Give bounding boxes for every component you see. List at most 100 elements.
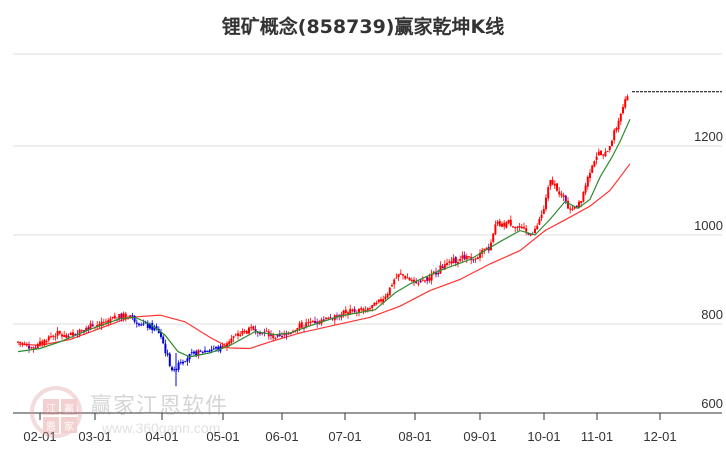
candle: [382, 299, 385, 303]
y-tick-label: 800: [701, 307, 723, 322]
candle: [336, 315, 338, 317]
candle: [107, 320, 110, 324]
candle: [186, 358, 189, 362]
candle: [465, 255, 468, 260]
candle: [133, 315, 136, 322]
x-tick-label: 08-01: [398, 429, 432, 444]
candle: [375, 302, 378, 305]
candle: [166, 353, 169, 355]
candle: [408, 278, 411, 281]
candle: [391, 285, 393, 287]
candle: [23, 343, 26, 345]
candle: [74, 333, 77, 335]
candle: [626, 96, 629, 101]
candle: [45, 341, 48, 343]
candle: [254, 329, 257, 332]
candle: [523, 226, 525, 229]
candle: [314, 320, 316, 323]
candle: [135, 322, 138, 324]
candle: [241, 330, 244, 335]
candle: [439, 265, 442, 274]
candle: [492, 233, 495, 242]
candle: [558, 191, 561, 195]
candle: [151, 322, 154, 330]
candle: [87, 327, 90, 330]
candle: [85, 327, 88, 332]
candle: [179, 362, 182, 364]
candle: [245, 330, 248, 334]
candle: [342, 310, 345, 316]
candle: [472, 259, 475, 261]
candle: [399, 273, 402, 275]
candle: [573, 206, 576, 209]
candle: [373, 302, 376, 306]
candle: [129, 315, 132, 319]
candle: [256, 332, 259, 334]
candle: [498, 220, 501, 227]
candle: [58, 330, 61, 334]
candle: [606, 151, 609, 153]
candle: [622, 107, 624, 114]
candle: [520, 226, 523, 229]
candle: [19, 341, 22, 344]
candle: [619, 113, 622, 122]
candle: [496, 221, 499, 224]
candle: [415, 280, 418, 284]
candle: [474, 258, 477, 260]
candle: [237, 333, 239, 336]
candle: [377, 299, 380, 303]
candle: [586, 176, 589, 187]
candle: [388, 287, 391, 296]
candle: [100, 321, 103, 327]
candle: [234, 334, 237, 336]
candle: [164, 343, 167, 354]
candle: [571, 208, 574, 210]
watermark-url: www.360gann.com: [102, 420, 221, 436]
candle: [232, 336, 235, 338]
candle: [551, 179, 554, 185]
candle: [450, 261, 453, 264]
candle: [63, 335, 66, 338]
ma-short-line: [17, 119, 631, 358]
candle: [272, 334, 275, 339]
candle: [615, 128, 618, 131]
candle: [212, 348, 215, 350]
candle: [67, 336, 70, 338]
x-tick-label: 05-01: [206, 429, 240, 444]
candle: [89, 323, 92, 330]
candle: [259, 332, 261, 334]
candle: [41, 341, 44, 345]
candle: [193, 351, 195, 354]
candle: [509, 219, 512, 226]
candle: [501, 223, 503, 227]
candle: [195, 351, 198, 357]
candle: [311, 320, 314, 323]
candle: [34, 347, 37, 349]
candle: [28, 345, 30, 349]
candle: [402, 274, 404, 276]
candle: [611, 140, 613, 146]
candle: [239, 334, 242, 337]
candle: [604, 151, 607, 157]
candle: [608, 145, 611, 151]
candle: [437, 272, 440, 275]
candle: [270, 334, 272, 336]
candle: [613, 130, 616, 141]
candle: [197, 349, 200, 356]
candle: [417, 283, 420, 285]
candle: [190, 352, 193, 354]
candle: [307, 322, 310, 324]
candle: [534, 228, 536, 234]
candle: [567, 200, 569, 209]
candle: [118, 314, 121, 320]
candle: [479, 252, 481, 258]
candle: [281, 335, 283, 337]
ma-long-line: [17, 163, 631, 350]
candle: [296, 328, 299, 331]
candle: [369, 308, 371, 310]
candle: [393, 279, 396, 285]
candle: [386, 294, 389, 298]
candle: [43, 339, 46, 346]
candle: [518, 226, 521, 228]
